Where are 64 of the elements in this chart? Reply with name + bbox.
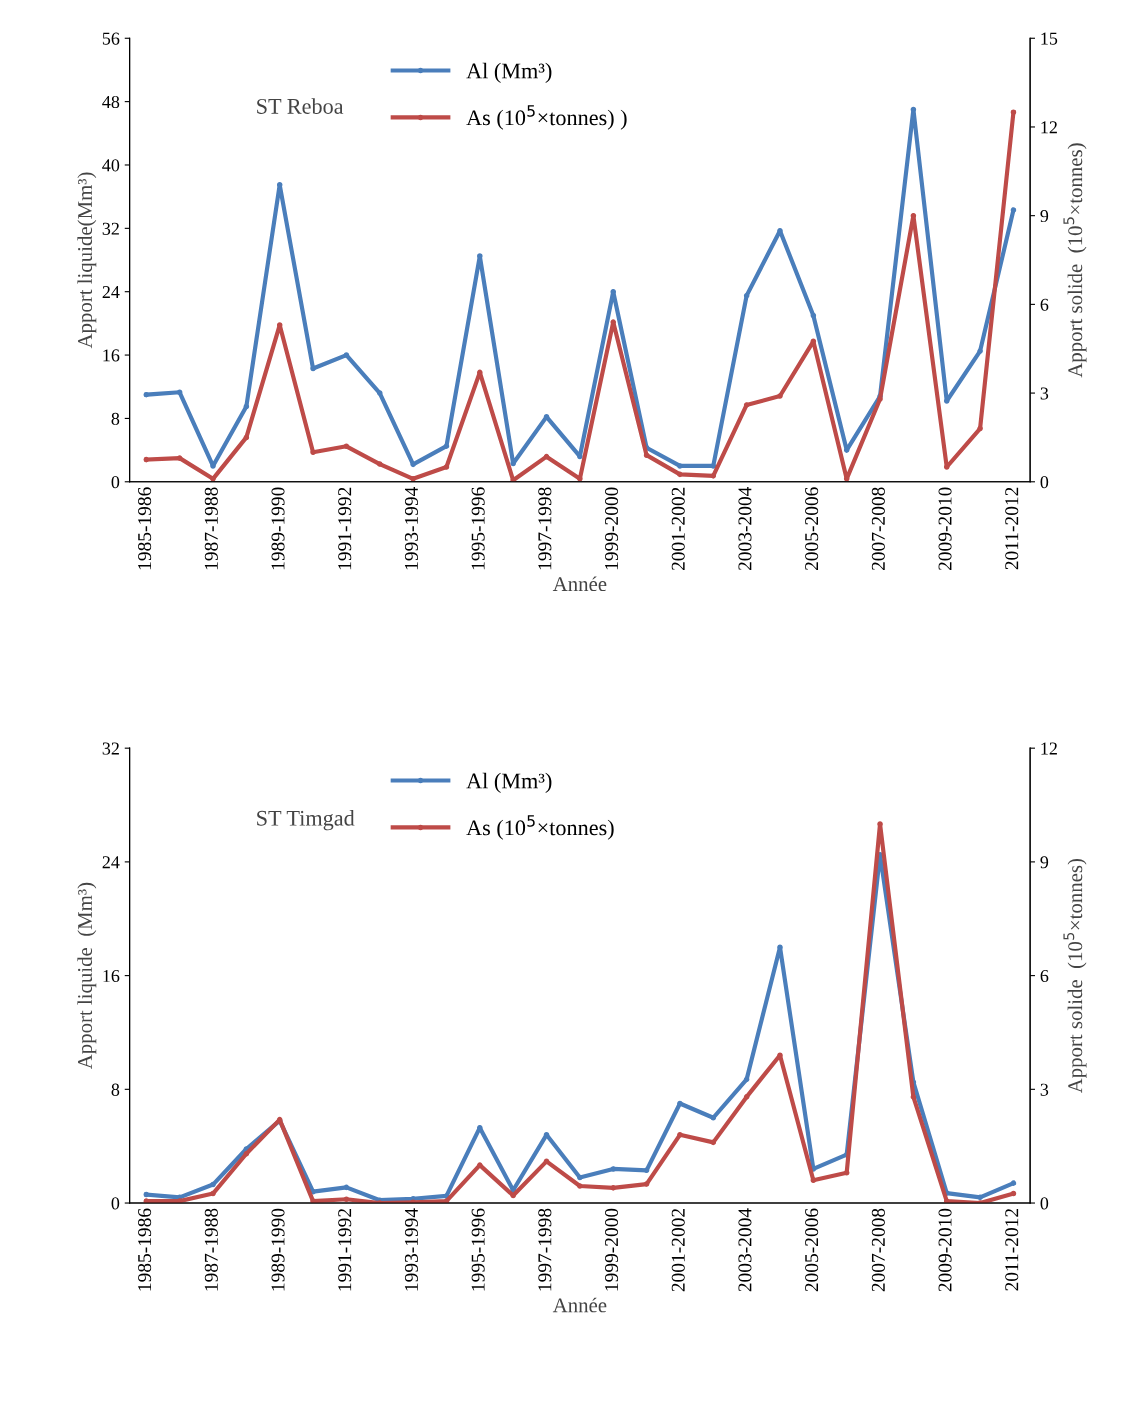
x-tick-label: 2007-2008 xyxy=(871,487,885,571)
y2-axis-title: Apport solide (10$^{5}$×tonnes) xyxy=(1063,858,1087,1094)
y-tick-label: 24 xyxy=(102,856,120,869)
legend-label: As (10$^{5}$×tonnes) ) xyxy=(466,105,627,130)
legend-label: Al (Mm³) xyxy=(466,772,552,794)
y2-tick-label: 0 xyxy=(1040,1197,1049,1210)
x-tick-label: 2005-2006 xyxy=(805,487,819,571)
y-tick-label: 0 xyxy=(111,476,120,489)
x-tick-label: 2001-2002 xyxy=(671,1208,685,1292)
y2-tick-label: 12 xyxy=(1041,121,1057,134)
y2-tick-label: 3 xyxy=(1040,1083,1049,1096)
legend-label: Al (Mm³) xyxy=(466,62,552,83)
x-tick-label: 1999-2000 xyxy=(604,487,619,570)
y-tick-label: 32 xyxy=(102,742,119,755)
y2-tick-label: 9 xyxy=(1040,209,1049,223)
y-tick-label: 8 xyxy=(111,412,120,425)
x-tick-label: 2001-2002 xyxy=(671,487,685,571)
x-tick-label: 1991-1992 xyxy=(338,1208,352,1291)
x-tick-label: 1989-1990 xyxy=(271,487,285,570)
y2-tick-label: 0 xyxy=(1040,476,1049,489)
y2-tick-label: 6 xyxy=(1040,298,1049,311)
y2-axis-title: Apport solide (10$^{5}$×tonnes) xyxy=(1063,143,1087,378)
y-tick-label: 56 xyxy=(102,32,120,45)
x-tick-label: 1989-1990 xyxy=(271,1208,285,1291)
y-axis-title: Apport liquide(Mm³) xyxy=(77,172,97,349)
x-tick-label: 2007-2008 xyxy=(871,1208,885,1292)
y-tick-label: 0 xyxy=(111,1197,120,1210)
x-tick-label: 1995-1996 xyxy=(471,1208,485,1291)
x-tick-label: 2011-2012 xyxy=(1005,487,1019,570)
annotation: ST Timgad xyxy=(257,810,355,831)
y-tick-label: 40 xyxy=(102,159,120,172)
x-tick-label: 1987-1988 xyxy=(204,1208,218,1291)
x-tick-label: 1995-1996 xyxy=(471,487,485,570)
x-tick-label: 1997-1998 xyxy=(538,487,552,570)
x-tick-label: 2009-2010 xyxy=(938,1208,952,1292)
y-tick-label: 8 xyxy=(111,1083,120,1096)
y-tick-label: 16 xyxy=(103,969,120,983)
x-tick-label: 1987-1988 xyxy=(204,487,218,570)
x-tick-label: 1999-2000 xyxy=(604,1208,619,1291)
x-tick-label: 1991-1992 xyxy=(338,487,352,570)
x-tick-label: 1993-1994 xyxy=(404,486,418,570)
y2-tick-label: 12 xyxy=(1041,742,1057,755)
annotation: ST Reboa xyxy=(257,98,344,114)
y-tick-label: 32 xyxy=(102,222,119,235)
y2-tick-label: 3 xyxy=(1040,387,1049,400)
x-axis-title: Année xyxy=(552,1297,607,1313)
x-tick-label: 1985-1986 xyxy=(138,487,152,570)
y-tick-label: 24 xyxy=(102,286,120,298)
y-tick-label: 16 xyxy=(103,349,120,362)
y2-tick-label: 15 xyxy=(1041,32,1058,45)
y2-tick-label: 6 xyxy=(1040,969,1049,983)
x-tick-label: 2009-2010 xyxy=(938,487,952,571)
x-tick-label: 1993-1994 xyxy=(404,1208,418,1291)
x-tick-label: 1997-1998 xyxy=(538,1208,552,1291)
x-tick-label: 2003-2004 xyxy=(738,486,752,571)
x-tick-label: 2003-2004 xyxy=(738,1208,752,1292)
x-tick-label: 2005-2006 xyxy=(805,1208,819,1292)
x-tick-label: 2011-2012 xyxy=(1005,1208,1019,1291)
x-axis-title: Année xyxy=(552,576,607,592)
y-axis-title: Apport liquide (Mm³) xyxy=(77,882,97,1070)
x-tick-label: 1985-1986 xyxy=(138,1208,152,1291)
y2-tick-label: 9 xyxy=(1040,856,1049,869)
legend-label: As (10$^{5}$×tonnes) xyxy=(466,815,614,840)
y-tick-label: 48 xyxy=(102,95,120,109)
